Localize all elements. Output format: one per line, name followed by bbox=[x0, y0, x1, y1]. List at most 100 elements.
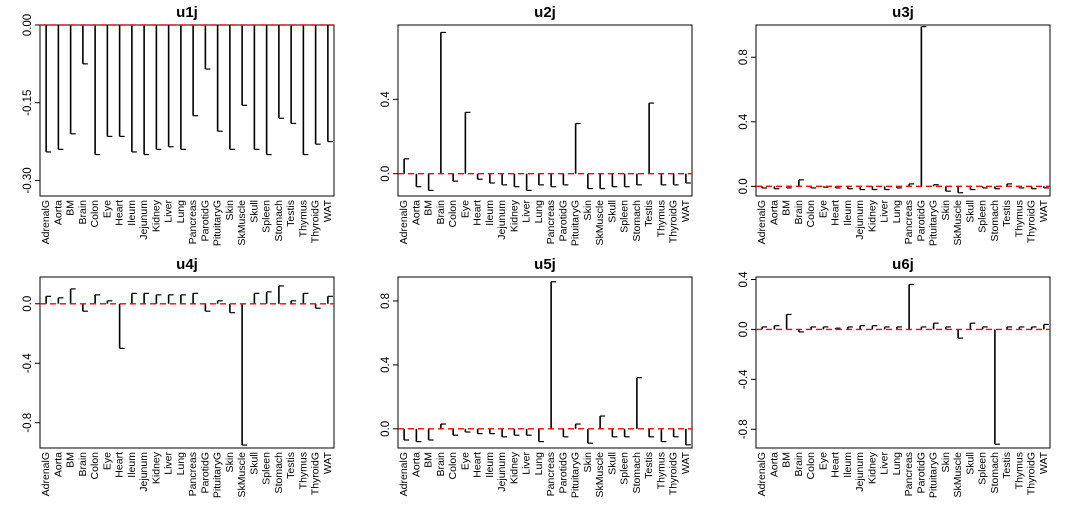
x-category-label: Brain bbox=[77, 200, 89, 225]
bar-Skin bbox=[587, 173, 593, 190]
bar-AdrenalG bbox=[761, 186, 768, 189]
bar-Ileum bbox=[131, 25, 137, 153]
x-category-label: Liver bbox=[879, 200, 891, 223]
x-category-label: WAT bbox=[322, 451, 334, 474]
x-category-label: Eye bbox=[459, 200, 471, 218]
bar-Brain bbox=[82, 25, 88, 65]
bar-Skin bbox=[229, 25, 235, 150]
x-category-label: Spleen bbox=[619, 200, 631, 233]
x-category-label: Kidney bbox=[508, 199, 520, 232]
x-category-label: BM bbox=[423, 200, 435, 216]
bar-WAT bbox=[685, 173, 691, 184]
bar-Kidney bbox=[155, 294, 162, 304]
x-category-label: ParotidG bbox=[915, 200, 927, 241]
y-tick-label: 0.4 bbox=[380, 356, 392, 373]
x-category-label: SkMuscle bbox=[594, 452, 606, 498]
bar-ParotidG bbox=[204, 303, 211, 312]
y-tick-label: 0.4 bbox=[738, 113, 750, 130]
x-category-label: Jejunum bbox=[854, 200, 866, 240]
x-category-label: SkMuscle bbox=[594, 200, 606, 246]
x-category-label: Liver bbox=[163, 452, 175, 475]
bar-Aorta bbox=[57, 25, 64, 150]
x-category-label: AdrenalG bbox=[40, 200, 52, 244]
bar-AdrenalG bbox=[45, 25, 52, 153]
bar-Spleen bbox=[623, 428, 630, 438]
bar-Brain bbox=[440, 423, 446, 429]
x-category-label: Pancreas bbox=[545, 200, 557, 244]
x-category-label: Colon bbox=[89, 452, 101, 480]
x-category-label: Ileum bbox=[842, 200, 854, 226]
bar-Stomach bbox=[278, 285, 284, 304]
bar-Thymus bbox=[302, 292, 309, 304]
x-category-label: Thymus bbox=[655, 200, 667, 237]
bar-Jejunum bbox=[143, 25, 150, 156]
bar-PituitaryG bbox=[216, 25, 223, 132]
x-category-label: AdrenalG bbox=[756, 200, 768, 244]
x-category-label: AdrenalG bbox=[756, 452, 768, 496]
bar-Pancreas bbox=[550, 173, 557, 188]
panel-u3j: u3j 0.0 0.4 0.8 AdrenalG Aorta BM Brain Colon Eye… bbox=[716, 0, 1074, 252]
x-category-label: SkMuscle bbox=[236, 200, 248, 246]
bar-Pancreas bbox=[550, 281, 557, 429]
x-category-label: Kidney bbox=[866, 199, 878, 232]
x-category-label: Stomach bbox=[273, 200, 285, 242]
bar-Pancreas bbox=[192, 25, 199, 117]
x-category-label: PituitaryG bbox=[570, 452, 582, 498]
x-category-label: Pancreas bbox=[545, 452, 557, 496]
chart-svg-u1j: u1j -0.30 -0.15 0.00 AdrenalG Aorta BM Brain Col… bbox=[22, 4, 335, 246]
chart-title: u1j bbox=[176, 4, 198, 21]
x-category-label: Ileum bbox=[484, 200, 496, 226]
x-category-label: Eye bbox=[817, 452, 829, 470]
x-category-label: Skin bbox=[582, 200, 594, 221]
x-category-label: Spleen bbox=[261, 200, 273, 233]
panel-u5j: u5j 0.0 0.4 0.8 AdrenalG Aorta BM Brain Colon Eye… bbox=[358, 252, 716, 505]
bar-AdrenalG bbox=[761, 326, 768, 330]
x-category-label: Skin bbox=[224, 200, 236, 221]
x-category-label: ParotidG bbox=[557, 200, 569, 241]
bar-PituitaryG bbox=[574, 423, 581, 429]
y-tick-label: -0.15 bbox=[22, 90, 34, 116]
x-category-label: Lung bbox=[533, 200, 545, 224]
bar-Ileum bbox=[131, 292, 137, 304]
x-category-label: Spleen bbox=[977, 200, 989, 233]
bar-PituitaryG bbox=[932, 184, 939, 187]
x-category-label: PituitaryG bbox=[212, 200, 224, 246]
bar-WAT bbox=[1043, 186, 1049, 189]
panel-u4j: u4j -0.8 -0.4 0.0 AdrenalG Aorta BM Brain Colon E… bbox=[0, 252, 358, 505]
bar-Heart bbox=[834, 327, 841, 330]
x-category-label: Aorta bbox=[52, 200, 64, 225]
x-category-label: Pancreas bbox=[187, 452, 199, 496]
x-category-label: SkMuscle bbox=[952, 452, 964, 498]
bar-SkMuscle bbox=[599, 415, 606, 429]
x-category-label: Jejunum bbox=[496, 200, 508, 240]
x-category-label: Pancreas bbox=[903, 452, 915, 496]
bar-ParotidG bbox=[920, 26, 927, 187]
x-category-label: Jejunum bbox=[138, 200, 150, 240]
x-category-label: Skull bbox=[606, 452, 618, 475]
bar-SkMuscle bbox=[957, 329, 964, 339]
bar-Kidney bbox=[871, 325, 878, 330]
x-category-label: Aorta bbox=[410, 452, 422, 477]
bar-Ileum bbox=[489, 428, 495, 435]
bar-WAT bbox=[327, 25, 333, 143]
y-tick-label: -0.4 bbox=[22, 353, 34, 373]
bar-Stomach bbox=[994, 186, 1000, 190]
plot-frame bbox=[755, 276, 1051, 449]
bar-PituitaryG bbox=[932, 322, 939, 330]
bar-WAT bbox=[685, 428, 691, 446]
y-tick-label: 0.4 bbox=[380, 91, 392, 108]
x-category-label: Heart bbox=[472, 452, 484, 478]
x-category-label: Kidney bbox=[150, 451, 162, 484]
bar-Liver bbox=[167, 25, 174, 148]
bar-Jejunum bbox=[501, 173, 508, 186]
x-category-label: BM bbox=[781, 200, 793, 216]
x-category-label: Stomach bbox=[631, 452, 643, 494]
x-category-label: ThyroidG bbox=[668, 452, 680, 495]
bar-AdrenalG bbox=[45, 295, 52, 304]
x-category-label: BM bbox=[781, 452, 793, 468]
bar-Skull bbox=[253, 25, 260, 150]
chart-title: u3j bbox=[892, 4, 914, 21]
x-category-label: Spleen bbox=[977, 452, 989, 485]
x-category-label: Thymus bbox=[297, 452, 309, 489]
x-category-label: Stomach bbox=[989, 200, 1001, 242]
